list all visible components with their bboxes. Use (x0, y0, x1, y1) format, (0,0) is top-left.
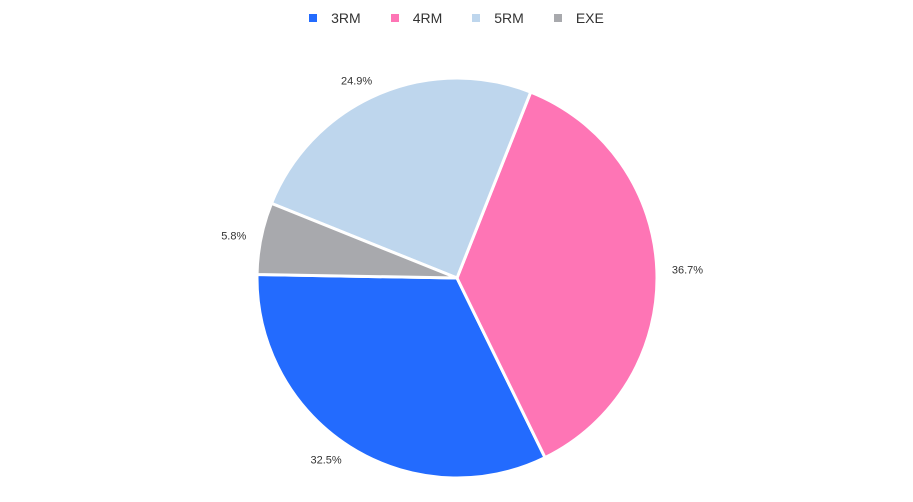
data-label-5rm: 24.9% (341, 75, 372, 87)
data-label-exe: 5.8% (221, 230, 246, 242)
data-label-4rm: 36.7% (672, 265, 703, 277)
legend: 3RM 4RM 5RM EXE (0, 10, 913, 26)
legend-item-3rm[interactable]: 3RM (309, 10, 361, 26)
pie-slices (255, 76, 659, 480)
pie-slice-4rm[interactable] (455, 90, 659, 460)
legend-item-exe[interactable]: EXE (553, 10, 604, 26)
pie-data-labels: 32.5% 36.7% 24.9% 5.8% (221, 75, 703, 466)
legend-label-3rm: 3RM (331, 10, 361, 26)
legend-item-4rm[interactable]: 4RM (390, 10, 443, 26)
data-label-3rm: 32.5% (310, 454, 341, 466)
legend-swatch-3rm (309, 14, 318, 22)
legend-label-5rm: 5RM (494, 10, 524, 26)
legend-swatch-exe (553, 14, 562, 22)
pie-slice-3rm[interactable] (255, 273, 547, 480)
legend-item-5rm[interactable]: 5RM (472, 10, 524, 26)
legend-label-exe: EXE (575, 10, 604, 26)
legend-label-4rm: 4RM (412, 10, 443, 26)
legend-swatch-5rm (472, 14, 481, 22)
legend-swatch-4rm (390, 14, 399, 22)
pie-slice-exe[interactable] (255, 201, 459, 280)
